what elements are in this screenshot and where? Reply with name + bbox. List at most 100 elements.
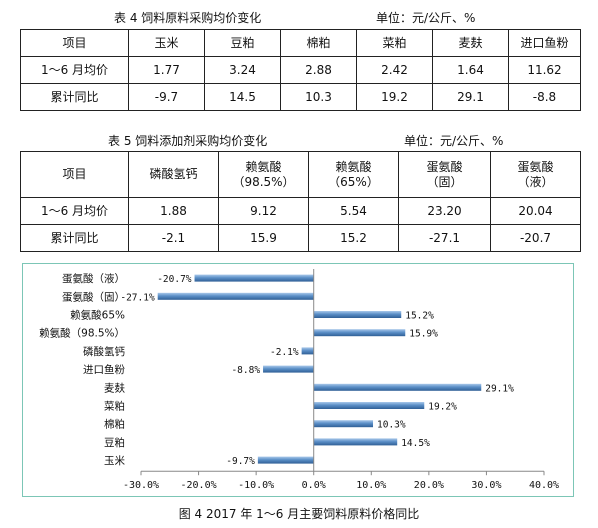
header-line-sub: （固） [426, 174, 463, 189]
table5-title: 表 5 饲料添加剂采购均价变化 [108, 134, 268, 148]
data-label: 14.5% [401, 438, 430, 449]
table-cell: 15.9 [218, 224, 309, 252]
data-label: -27.1% [120, 292, 155, 303]
header-cell: 麦麸 [432, 29, 509, 57]
header-line: 蛋氨酸 [517, 159, 554, 174]
data-label: 15.9% [409, 329, 438, 340]
table-cell: 10.3 [280, 83, 357, 111]
bar [313, 402, 425, 409]
data-label: 10.3% [377, 420, 406, 431]
header-cell: 蛋氨酸 （固） [398, 151, 491, 198]
table4-unit: 单位：元/公斤、% [376, 11, 476, 25]
header-cell: 赖氨酸 （65%） [308, 151, 399, 198]
row-label: 1～6 月均价 [20, 56, 129, 84]
data-label: -20.7% [157, 274, 192, 285]
table-cell: 2.88 [280, 56, 357, 84]
table-header-row: 项目 玉米 豆粕 棉粕 菜粕 麦麸 进口鱼粉 [20, 29, 581, 57]
table4-title: 表 4 饲料原料采购均价变化 [114, 11, 262, 25]
bar [313, 311, 402, 318]
bar [313, 383, 482, 391]
table-cell: 3.24 [204, 56, 281, 84]
table-cell: 5.54 [308, 197, 399, 225]
x-tick-label: -10.0% [238, 480, 274, 491]
table-cell: 9.12 [218, 197, 309, 225]
bar [257, 456, 314, 464]
table-cell: 1.77 [128, 56, 205, 84]
x-tick-label: -30.0% [123, 480, 159, 491]
table5-caption: 表 5 饲料添加剂采购均价变化 单位：元/公斤、% [108, 132, 594, 148]
table4-caption: 表 4 饲料原料采购均价变化 单位：元/公斤、% [114, 9, 594, 25]
table5-unit: 单位：元/公斤、% [404, 134, 504, 148]
data-label: -8.8% [231, 365, 260, 376]
header-cell: 菜粕 [356, 29, 433, 57]
table-cell: 1.64 [432, 56, 509, 84]
data-label: 29.1% [485, 383, 514, 394]
category-label: 进口鱼粉 [83, 363, 125, 376]
table-cell: 11.62 [508, 56, 581, 84]
bar [157, 292, 314, 300]
category-label: 豆粕 [104, 436, 125, 449]
header-cell: 赖氨酸 （98.5%） [218, 151, 309, 198]
table-cell: 15.2 [308, 224, 399, 252]
header-line: 磷酸氢钙 [149, 167, 198, 181]
header-line-sub: （98.5%） [232, 174, 295, 189]
table-cell: 29.1 [432, 83, 509, 111]
data-label: -2.1% [270, 347, 299, 358]
header-cell: 棉粕 [280, 29, 357, 57]
category-label: 赖氨酸（98.5%） [39, 327, 125, 340]
category-label: 麦麸 [104, 381, 125, 394]
category-label: 赖氨酸65% [70, 309, 125, 322]
header-cell: 豆粕 [204, 29, 281, 57]
bar [194, 274, 314, 282]
table-header-row: 项目 磷酸氢钙 赖氨酸 （98.5%） 赖氨酸 （65%） 蛋氨酸 （固） 蛋氨酸 （液… [20, 151, 581, 198]
header-line: 项目 [62, 167, 87, 181]
header-cell: 项目 [20, 29, 129, 57]
header-cell: 磷酸氢钙 [128, 151, 219, 198]
header-line-sub: （液） [517, 174, 554, 189]
x-tick-label: 30.0% [471, 480, 501, 491]
category-label: 蛋氨酸（固） [62, 290, 125, 303]
table-row: 1～6 月均价 1.77 3.24 2.88 2.42 1.64 11.62 [20, 56, 581, 84]
row-label: 累计同比 [20, 83, 129, 111]
bar [301, 347, 314, 355]
category-label: 玉米 [104, 454, 125, 467]
table-cell: -8.8 [508, 83, 581, 111]
bar [263, 365, 314, 373]
category-label: 蛋氨酸（液） [62, 272, 125, 285]
data-label: -9.7% [226, 456, 255, 467]
data-label: 19.2% [428, 402, 457, 413]
x-tick-label: 20.0% [414, 480, 444, 491]
header-line-sub: （65%） [328, 174, 379, 189]
category-label: 菜粕 [104, 400, 125, 413]
table-cell: 19.2 [356, 83, 433, 111]
header-line: 赖氨酸 [245, 159, 282, 174]
header-cell: 玉米 [128, 29, 205, 57]
bar [313, 438, 398, 446]
bar [313, 420, 374, 428]
header-line: 赖氨酸 [335, 159, 372, 174]
category-label: 棉粕 [104, 418, 125, 431]
chart-svg: 蛋氨酸（液） -20.7% 蛋氨酸（固）-27.1% 赖氨酸65% 15.2% 赖氨酸（9… [39, 269, 559, 491]
table-cell: 20.04 [490, 197, 581, 225]
table5: 项目 磷酸氢钙 赖氨酸 （98.5%） 赖氨酸 （65%） 蛋氨酸 （固） 蛋氨酸 （液… [20, 151, 581, 252]
header-cell: 项目 [20, 151, 129, 198]
table-row: 累计同比 -2.1 15.9 15.2 -27.1 -20.7 [20, 224, 581, 252]
header-line: 蛋氨酸 [426, 159, 463, 174]
table-row: 累计同比 -9.7 14.5 10.3 19.2 29.1 -8.8 [20, 83, 581, 111]
table-cell: -9.7 [128, 83, 205, 111]
x-tick-label: 10.0% [356, 480, 386, 491]
x-tick-label: 40.0% [529, 480, 559, 491]
x-tick-label: 0.0% [302, 480, 326, 491]
data-label: 15.2% [405, 311, 434, 322]
x-tick-label: -20.0% [181, 480, 217, 491]
header-cell: 蛋氨酸 （液） [490, 151, 581, 198]
bar [313, 329, 406, 337]
header-cell: 进口鱼粉 [508, 29, 581, 57]
figure-caption: 图 4 2017 年 1～6 月主要饲料原料价格同比 [178, 507, 420, 521]
table-cell: 23.20 [398, 197, 491, 225]
table-cell: 1.88 [128, 197, 219, 225]
price-change-chart: 蛋氨酸（液） -20.7% 蛋氨酸（固） -27.1% 赖氨酸65% 15.2% 赖氨酸（9… [22, 263, 574, 497]
table4: 项目 玉米 豆粕 棉粕 菜粕 麦麸 进口鱼粉 1～6 月均价 1.77 3.24… [20, 29, 581, 111]
category-label: 磷酸氢钙 [83, 345, 125, 358]
table-cell: -2.1 [128, 224, 219, 252]
